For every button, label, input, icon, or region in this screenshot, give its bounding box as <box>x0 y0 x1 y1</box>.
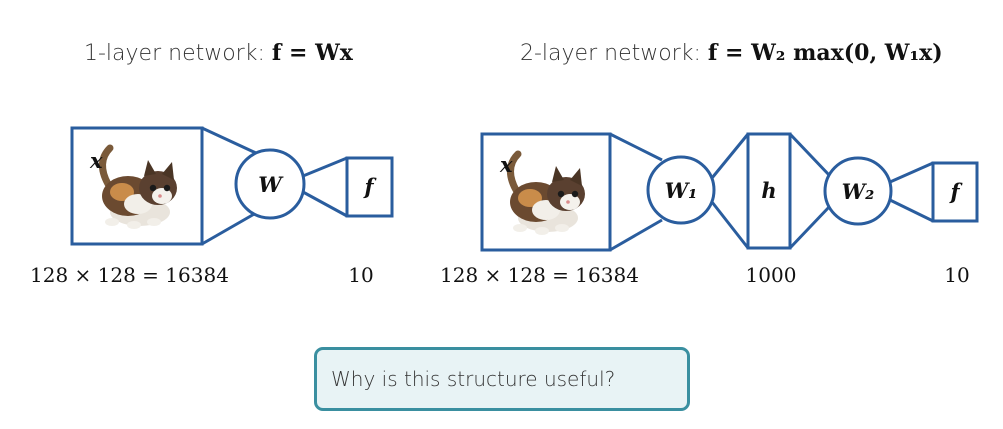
network1-title-prefix: 1-layer network: <box>84 41 272 66</box>
network2-output-size: 10 <box>944 263 969 287</box>
network1-weight-label: W <box>258 172 284 197</box>
network1-equation: f = Wx <box>271 40 353 66</box>
question-text: Why is this structure useful? <box>331 367 616 391</box>
network2-connector-2-top <box>710 133 750 179</box>
network2-title: 2-layer network: f = W₂ max(0, W₁x) <box>520 40 943 66</box>
network2-input-size: 128 × 128 = 16384 <box>440 263 639 287</box>
network2-weight1-node <box>646 155 716 225</box>
network2-weight2-label: W₂ <box>842 179 875 204</box>
network1-connector-out-top <box>302 156 348 178</box>
network2-input-label: x <box>499 152 513 177</box>
network1-input-size: 128 × 128 = 16384 <box>30 263 229 287</box>
network2-input-box: x <box>480 132 612 252</box>
network1-connector-out-bottom <box>302 190 348 218</box>
network2-connector-4-bottom <box>889 198 934 223</box>
network2-connector-1-bottom <box>609 218 663 252</box>
network1-input-label: x <box>89 148 103 173</box>
network1-connector-bottom <box>201 211 257 246</box>
network2-hidden-label: h <box>761 178 776 203</box>
network2-output-box <box>931 161 979 223</box>
network1-title: 1-layer network: f = Wx <box>84 40 353 66</box>
network2-connector-4-top <box>889 161 934 184</box>
network1-weight-node <box>234 148 306 220</box>
question-box: Why is this structure useful? <box>314 347 690 411</box>
network2-hidden-box <box>746 132 792 250</box>
network1-input-box: x <box>70 126 204 246</box>
network1-output-size: 10 <box>348 263 373 287</box>
network2-weight2-node <box>823 156 893 226</box>
network2-connector-3-top <box>788 132 832 178</box>
network2-weight1-label: W₁ <box>665 178 698 203</box>
network1-connector-top <box>201 126 257 155</box>
network2-connector-2-bottom <box>710 201 750 249</box>
network2-connector-3-bottom <box>788 204 832 250</box>
network2-equation: f = W₂ max(0, W₁x) <box>707 40 943 66</box>
network2-connector-1-top <box>609 132 663 162</box>
network2-hidden-size: 1000 <box>746 263 797 287</box>
network1-diagram: x W f 128 × 128 = 16384 10 <box>30 126 394 287</box>
network1-output-box <box>345 156 394 218</box>
network2-title-prefix: 2-layer network: <box>520 41 708 66</box>
network2-diagram: x W₁ h W₂ f 128 × 128 = 16384 1000 10 <box>440 132 979 287</box>
